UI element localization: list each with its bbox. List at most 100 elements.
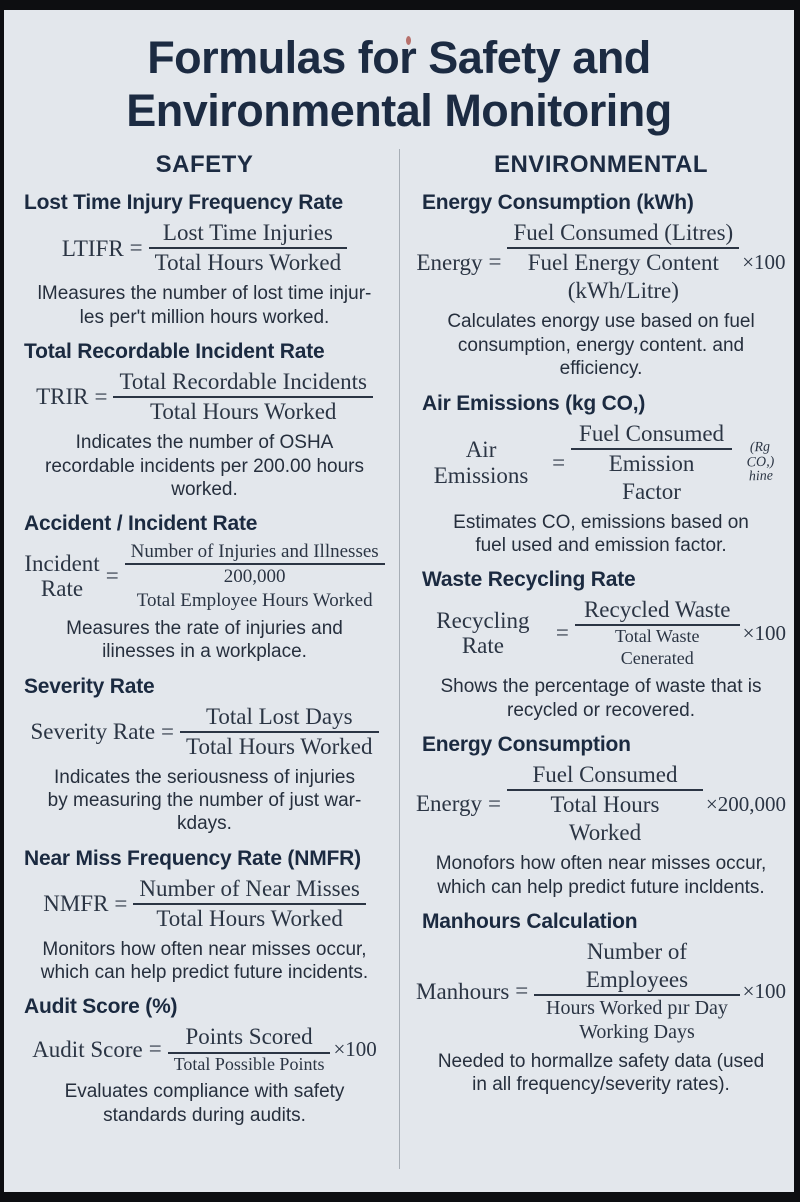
fraction: Number of Injuries and Illnesses 200,000… xyxy=(124,540,385,612)
fraction: Fuel Consumed (Litres) Fuel Energy Conte… xyxy=(507,219,740,305)
section-ltifr: Lost Time Injury Frequency Rate LTIFR = … xyxy=(18,191,391,329)
fraction: Fuel Consumed Total Hours Worked xyxy=(507,761,703,847)
section-audit-score: Audit Score (%) Audit Score = Points Sco… xyxy=(18,995,391,1127)
fraction: Number of Employees Hours Worked pır Day… xyxy=(534,938,740,1045)
section-energy-kwh: Energy Consumption (kWh) Energy = Fuel C… xyxy=(416,191,786,380)
formula-lhs: TRIR xyxy=(36,384,89,410)
formula-lhs: NMFR xyxy=(43,891,109,917)
fraction-denominator: Total Hours Worked xyxy=(180,730,379,761)
formula-lhs: Manhours xyxy=(416,978,510,1004)
fraction: Total Lost Days Total Hours Worked xyxy=(180,703,379,761)
columns-container: SAFETY Lost Time Injury Frequency Rate L… xyxy=(4,149,794,1170)
formula-audit-score: Audit Score = Points Scored Total Possib… xyxy=(18,1023,391,1075)
section-manhours: Manhours Calculation Manhours = Number o… xyxy=(416,910,786,1097)
environmental-column-header: ENVIRONMENTAL xyxy=(493,151,709,179)
fraction: Lost Time Injuries Total Hours Worked xyxy=(148,219,348,277)
fraction-numerator: Number of Injuries and Illnesses xyxy=(130,541,379,563)
formula-lhs: Audit Score xyxy=(32,1036,143,1062)
equals-sign: = xyxy=(515,978,529,1004)
fraction-denominator: Total Hours Worked xyxy=(113,396,373,426)
fraction-denominator: Total Hours Worked xyxy=(148,247,348,277)
formula-severity-rate: Severity Rate = Total Lost Days Total Ho… xyxy=(18,703,391,761)
safety-column-header: SAFETY xyxy=(155,151,254,179)
multiplier-suffix: ×100 xyxy=(742,249,786,274)
fraction: Recycled Waste Total Waste Cenerated xyxy=(574,596,740,670)
fraction-denominator: Emission Factor xyxy=(571,447,733,506)
page-title: Formulas for Safety and Environmental Mo… xyxy=(126,32,672,136)
equals-sign: = xyxy=(488,249,502,275)
fraction-denominator: Total Hours Worked xyxy=(133,902,366,933)
section-description: Estimates CO, emissions based on fuel us… xyxy=(453,511,749,556)
section-description: Evaluates compliance with safety standar… xyxy=(64,1081,345,1126)
section-description: Indicates the seriousness of injuries by… xyxy=(47,766,362,835)
multiplier-suffix: ×100 xyxy=(333,1036,377,1061)
section-description: Monofors how often near misses occur, wh… xyxy=(435,853,767,898)
fraction-numerator: Total Recordable Incidents xyxy=(119,369,367,395)
fraction-denominator: 200,000 Total Employee Hours Worked xyxy=(124,563,385,611)
fraction: Points Scored Total Possible Points xyxy=(167,1023,331,1076)
section-incident-rate: Accident / Incident Rate Incident Rate =… xyxy=(18,512,391,663)
section-description: lMeasures the number of lost time injur-… xyxy=(37,283,372,328)
section-title: Severity Rate xyxy=(24,674,155,698)
section-title: Total Recordable Incident Rate xyxy=(24,340,325,364)
fraction-numerator: Fuel Consumed xyxy=(579,420,725,446)
section-title: Lost Time Injury Frequency Rate xyxy=(24,191,343,215)
formula-manhours: Manhours = Number of Employees Hours Wor… xyxy=(416,938,786,1045)
section-description: Calculates enorgy use based on fuel cons… xyxy=(447,311,755,380)
section-title: Energy Consumption (kWh) xyxy=(422,191,694,215)
formula-energy-kwh: Energy = Fuel Consumed (Litres) Fuel Ene… xyxy=(416,219,786,305)
section-title: Audit Score (%) xyxy=(24,995,178,1019)
multiplier-suffix: ×200,000 xyxy=(705,791,786,816)
fraction-denominator: Total Possible Points xyxy=(167,1051,331,1076)
section-description: Measures the rate of injuries and ilines… xyxy=(66,617,343,663)
section-title: Manhours Calculation xyxy=(422,909,638,933)
fraction-numerator: Recycled Waste xyxy=(583,597,731,623)
formula-lhs: Incident Rate xyxy=(24,550,100,602)
equals-sign: = xyxy=(129,235,143,261)
fraction-denominator: Total Waste Cenerated xyxy=(574,624,740,670)
handwritten-annotation: (Rg CO,) hine xyxy=(746,439,775,485)
formula-trir: TRIR = Total Recordable Incidents Total … xyxy=(18,368,391,426)
section-waste-recycling: Waste Recycling Rate Recycling Rate = Re… xyxy=(416,568,786,722)
fraction: Fuel Consumed Emission Factor xyxy=(571,420,733,506)
fraction-denominator: Fuel Energy Content (kWh/Litre) xyxy=(507,247,740,305)
equals-sign: = xyxy=(105,563,119,589)
safety-column: SAFETY Lost Time Injury Frequency Rate L… xyxy=(4,149,399,1169)
formula-lhs: LTIFR xyxy=(61,235,124,261)
section-air-emissions: Air Emissions (kg CO,) Air Emissions = F… xyxy=(416,392,786,558)
section-title: Energy Consumption xyxy=(422,733,631,757)
formula-nmfr: NMFR = Number of Near Misses Total Hours… xyxy=(18,875,391,933)
equals-sign: = xyxy=(552,449,566,475)
fraction: Total Recordable Incidents Total Hours W… xyxy=(113,368,373,426)
section-description: Indicates the number of OSHA recordable … xyxy=(45,432,364,500)
formula-lhs: Energy xyxy=(416,791,483,817)
formula-ltifr: LTIFR = Lost Time Injuries Total Hours W… xyxy=(18,219,391,277)
poster-page: Formulas for Safety and Environmental Mo… xyxy=(4,10,794,1192)
equals-sign: = xyxy=(488,791,501,817)
formula-energy-consumption: Energy = Fuel Consumed Total Hours Worke… xyxy=(416,761,786,847)
section-description: Monitors how often near misses occur, wh… xyxy=(40,938,369,984)
fraction-numerator: Fuel Consumed xyxy=(532,762,678,788)
formula-incident-rate: Incident Rate = Number of Injuries and I… xyxy=(18,540,391,612)
fraction: Number of Near Misses Total Hours Worked xyxy=(133,875,366,933)
formula-air-emissions: Air Emissions = Fuel Consumed Emission F… xyxy=(416,420,786,506)
fraction-numerator: Lost Time Injuries xyxy=(162,220,333,246)
formula-lhs: Energy xyxy=(416,249,483,275)
formula-lhs: Recycling Rate xyxy=(436,608,530,659)
equals-sign: = xyxy=(555,620,569,646)
section-title: Accident / Incident Rate xyxy=(24,512,258,536)
fraction-denominator: Total Hours Worked xyxy=(507,789,703,847)
fraction-numerator: Points Scored xyxy=(185,1024,313,1050)
section-nmfr: Near Miss Frequency Rate (NMFR) NMFR = N… xyxy=(18,847,391,985)
formula-lhs: Severity Rate xyxy=(30,718,156,744)
section-title: Near Miss Frequency Rate (NMFR) xyxy=(24,846,361,870)
environmental-column: ENVIRONMENTAL Energy Consumption (kWh) E… xyxy=(399,149,794,1170)
section-title: Waste Recycling Rate xyxy=(422,568,636,592)
multiplier-suffix: ×100 xyxy=(742,620,786,645)
formula-lhs: Air Emissions xyxy=(433,437,529,488)
multiplier-suffix: ×100 xyxy=(742,978,786,1003)
fraction-numerator: Total Lost Days xyxy=(205,703,353,729)
fraction-numerator: Fuel Consumed (Litres) xyxy=(513,220,734,246)
section-energy-consumption: Energy Consumption Energy = Fuel Consume… xyxy=(416,733,786,899)
equals-sign: = xyxy=(161,718,175,744)
